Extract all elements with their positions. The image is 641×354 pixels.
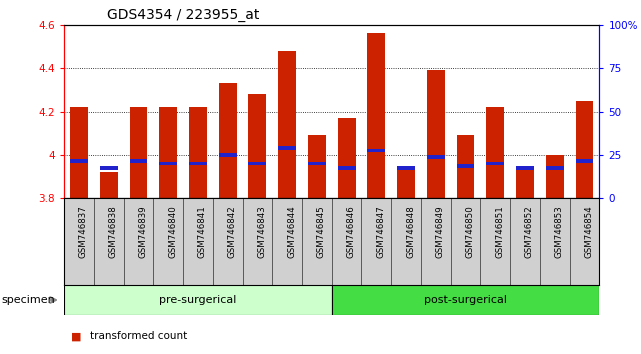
Bar [308, 161, 326, 166]
Text: GSM746850: GSM746850 [465, 205, 474, 258]
Text: GSM746844: GSM746844 [287, 205, 296, 258]
Text: GSM746848: GSM746848 [406, 205, 415, 258]
Bar [249, 161, 266, 166]
Bar [332, 285, 599, 315]
Text: specimen: specimen [1, 295, 55, 305]
Bar [100, 166, 118, 170]
Text: transformed count: transformed count [90, 331, 187, 341]
Bar [487, 161, 504, 166]
Bar [338, 118, 356, 198]
Bar [576, 159, 594, 163]
Text: GSM746852: GSM746852 [525, 205, 534, 258]
Bar [129, 107, 147, 198]
Text: GSM746840: GSM746840 [168, 205, 177, 258]
Bar [367, 149, 385, 153]
Bar [456, 164, 474, 168]
Bar [159, 161, 177, 166]
Bar [70, 159, 88, 163]
Text: GSM746847: GSM746847 [376, 205, 385, 258]
Bar [546, 166, 563, 170]
Text: GSM746845: GSM746845 [317, 205, 326, 258]
Bar [278, 147, 296, 150]
Text: GSM746854: GSM746854 [585, 205, 594, 258]
Bar [278, 51, 296, 198]
Bar [100, 172, 118, 198]
Text: GSM746838: GSM746838 [109, 205, 118, 258]
Text: pre-surgerical: pre-surgerical [159, 295, 237, 305]
Text: GSM746843: GSM746843 [258, 205, 267, 258]
Bar [64, 285, 332, 315]
Bar [427, 70, 445, 198]
Text: GSM746841: GSM746841 [198, 205, 207, 258]
Bar [189, 107, 207, 198]
Text: GSM746842: GSM746842 [228, 205, 237, 258]
Bar [129, 159, 147, 163]
Bar [487, 107, 504, 198]
Bar [159, 107, 177, 198]
Bar [576, 101, 594, 198]
Text: GSM746839: GSM746839 [138, 205, 147, 258]
Bar [219, 83, 237, 198]
Bar [338, 166, 356, 170]
Bar [219, 153, 237, 157]
Bar [308, 135, 326, 198]
Text: GSM746846: GSM746846 [347, 205, 356, 258]
Text: ■: ■ [71, 331, 81, 341]
Text: GDS4354 / 223955_at: GDS4354 / 223955_at [107, 8, 260, 22]
Text: GSM746837: GSM746837 [79, 205, 88, 258]
Bar [516, 170, 534, 198]
Bar [546, 155, 563, 198]
Bar [456, 135, 474, 198]
Bar [249, 94, 266, 198]
Text: GSM746849: GSM746849 [436, 205, 445, 258]
Text: post-surgerical: post-surgerical [424, 295, 507, 305]
Text: GSM746853: GSM746853 [554, 205, 563, 258]
Text: GSM746851: GSM746851 [495, 205, 504, 258]
Bar [427, 155, 445, 159]
Bar [397, 166, 415, 170]
Bar [516, 166, 534, 170]
Bar [367, 33, 385, 198]
Bar [70, 107, 88, 198]
Bar [189, 161, 207, 166]
Bar [397, 168, 415, 198]
